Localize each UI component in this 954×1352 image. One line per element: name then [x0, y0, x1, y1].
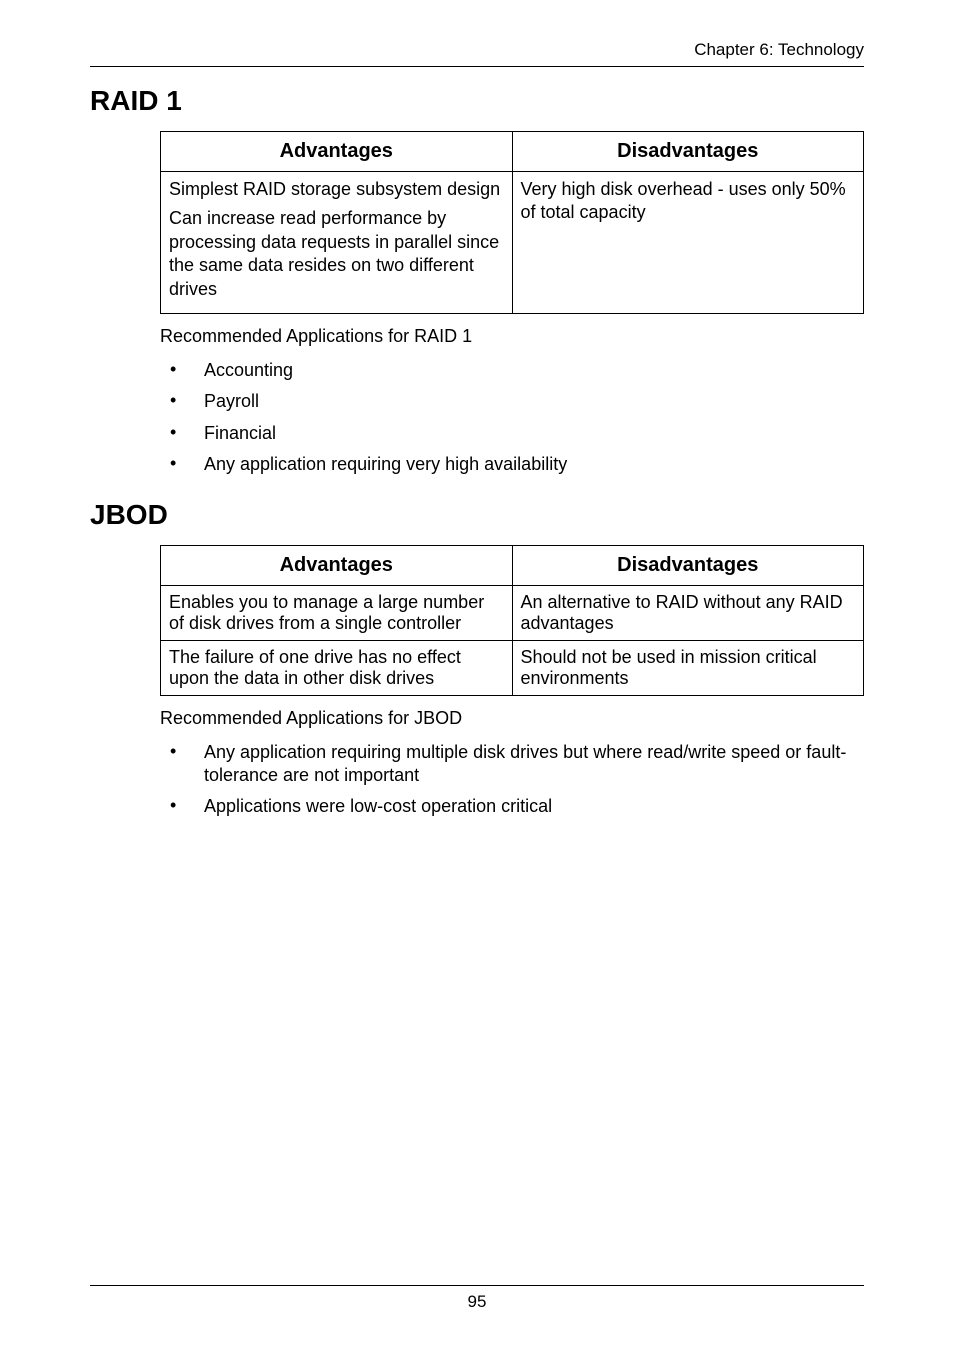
page: Chapter 6: Technology RAID 1 Advantages …	[0, 0, 954, 1352]
bullet-icon: •	[160, 390, 204, 413]
table-row: The failure of one drive has no effect u…	[161, 640, 864, 695]
bullet-icon: •	[160, 453, 204, 476]
jbod-bullet-2: Applications were low-cost operation cri…	[204, 795, 864, 818]
raid1-bullet-3: Financial	[204, 422, 864, 445]
raid1-bullet-1: Accounting	[204, 359, 864, 382]
raid1-dis-1: Very high disk overhead - uses only 50% …	[521, 178, 856, 225]
page-number: 95	[90, 1292, 864, 1312]
jbod-block: Advantages Disadvantages Enables you to …	[160, 545, 864, 823]
jbod-table: Advantages Disadvantages Enables you to …	[160, 545, 864, 696]
table-row: Enables you to manage a large number of …	[161, 585, 864, 640]
raid1-title: RAID 1	[90, 85, 864, 117]
list-item: • Applications were low-cost operation c…	[160, 791, 864, 822]
table-row: Simplest RAID storage subsystem design C…	[161, 172, 864, 314]
list-item: • Payroll	[160, 386, 864, 417]
jbod-col-advantages: Advantages	[161, 545, 513, 585]
list-item: • Any application requiring very high av…	[160, 449, 864, 480]
header-rule	[90, 66, 864, 67]
raid1-table: Advantages Disadvantages Simplest RAID s…	[160, 131, 864, 314]
jbod-dis-2: Should not be used in mission critical e…	[512, 640, 864, 695]
bullet-icon: •	[160, 795, 204, 818]
jbod-recommended-title: Recommended Applications for JBOD	[160, 708, 864, 729]
raid1-recommended-title: Recommended Applications for RAID 1	[160, 326, 864, 347]
raid1-col-advantages: Advantages	[161, 132, 513, 172]
jbod-col-disadvantages: Disadvantages	[512, 545, 864, 585]
raid1-bullet-4: Any application requiring very high avai…	[204, 453, 864, 476]
raid1-disadvantages-cell: Very high disk overhead - uses only 50% …	[512, 172, 864, 314]
table-row: Advantages Disadvantages	[161, 132, 864, 172]
jbod-bullet-list: • Any application requiring multiple dis…	[160, 737, 864, 823]
jbod-adv-1: Enables you to manage a large number of …	[161, 585, 513, 640]
jbod-bullet-1: Any application requiring multiple disk …	[204, 741, 864, 788]
raid1-adv-2: Can increase read performance by process…	[169, 207, 504, 301]
raid1-bullet-list: • Accounting • Payroll • Financial • Any…	[160, 355, 864, 481]
jbod-adv-2: The failure of one drive has no effect u…	[161, 640, 513, 695]
bullet-icon: •	[160, 741, 204, 788]
jbod-title: JBOD	[90, 499, 864, 531]
bullet-icon: •	[160, 359, 204, 382]
table-row: Advantages Disadvantages	[161, 545, 864, 585]
raid1-block: Advantages Disadvantages Simplest RAID s…	[160, 131, 864, 481]
raid1-col-disadvantages: Disadvantages	[512, 132, 864, 172]
raid1-advantages-cell: Simplest RAID storage subsystem design C…	[161, 172, 513, 314]
raid1-bullet-2: Payroll	[204, 390, 864, 413]
list-item: • Any application requiring multiple dis…	[160, 737, 864, 792]
raid1-adv-1: Simplest RAID storage subsystem design	[169, 178, 504, 201]
page-footer: 95	[90, 1285, 864, 1312]
bullet-icon: •	[160, 422, 204, 445]
chapter-header: Chapter 6: Technology	[90, 40, 864, 60]
list-item: • Financial	[160, 418, 864, 449]
list-item: • Accounting	[160, 355, 864, 386]
footer-rule	[90, 1285, 864, 1286]
jbod-dis-1: An alternative to RAID without any RAID …	[512, 585, 864, 640]
